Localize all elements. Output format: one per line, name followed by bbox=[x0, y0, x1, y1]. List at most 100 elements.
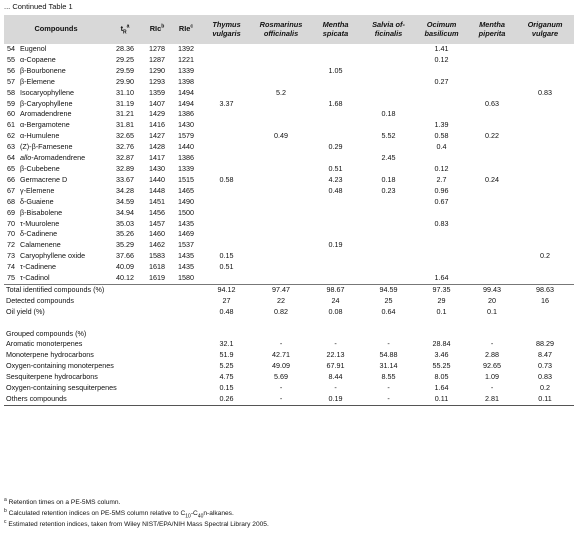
species-value bbox=[468, 109, 516, 120]
species-value: 0.63 bbox=[485, 98, 500, 108]
header-retention-time: tRa bbox=[108, 15, 143, 44]
species-value bbox=[468, 55, 516, 66]
compound-number: 72 bbox=[7, 240, 15, 250]
summary-label: Detected compounds bbox=[6, 295, 74, 305]
header-tr-label: t bbox=[120, 24, 124, 34]
species-value bbox=[200, 131, 253, 142]
species-value: 0.2 bbox=[540, 251, 551, 261]
table-row: 54 Eugenol 28.36 1278 1392 1.41 bbox=[4, 44, 574, 55]
ric-value: 1278 bbox=[149, 44, 166, 53]
species-value bbox=[200, 120, 253, 131]
species-value bbox=[415, 240, 468, 251]
species-value: 0.23 bbox=[381, 185, 396, 195]
compound-name: Aromadendrene bbox=[20, 109, 72, 119]
species-value: 5.2 bbox=[276, 87, 287, 97]
species-value bbox=[362, 120, 415, 131]
summary-value: 0.82 bbox=[274, 306, 289, 316]
compound-name: Germacrene D bbox=[20, 174, 68, 184]
compound-name: γ-Elemene bbox=[20, 185, 55, 195]
summary-row: Detected compounds 27 22 24 25 29 20 16 bbox=[4, 296, 574, 307]
species-value: 0.48 bbox=[328, 185, 343, 195]
spacer-cell bbox=[4, 318, 574, 329]
species-value bbox=[362, 99, 415, 110]
rie-value: 1398 bbox=[178, 76, 195, 86]
header-rie: RIec bbox=[172, 15, 201, 44]
compound-number: 57 bbox=[7, 76, 15, 86]
species-name: Mentha piperita bbox=[478, 20, 506, 38]
footnote-b-post: n-alkanes. bbox=[203, 510, 234, 517]
compound-name-rest: -Aromadendrene bbox=[31, 153, 86, 163]
header-species-0: Thymus vulgaris bbox=[200, 15, 254, 44]
species-value bbox=[200, 273, 253, 284]
species-value bbox=[309, 120, 362, 131]
species-name: Rosmarinus officinalis bbox=[259, 20, 303, 38]
species-value bbox=[200, 55, 253, 66]
grouped-value: 8.44 bbox=[328, 372, 343, 382]
grouped-value: 0.26 bbox=[200, 393, 254, 406]
grouped-value: 8.47 bbox=[538, 350, 553, 360]
ric-value: 1287 bbox=[149, 54, 166, 64]
table-row: 60 Aromadendrene 31.21 1429 1386 0.18 bbox=[4, 109, 574, 120]
compound-name: α-Bergamotene bbox=[20, 120, 70, 130]
compound-number: 73 bbox=[7, 251, 15, 261]
grouped-value: 22.13 bbox=[326, 350, 345, 360]
species-value bbox=[516, 197, 574, 208]
compounds-table: Compounds tRa RIcb RIec Thymus vulgaris … bbox=[4, 15, 575, 406]
compound-name: Caryophyllene oxide bbox=[20, 251, 86, 261]
species-value bbox=[516, 219, 574, 230]
grouped-value: 0.11 bbox=[516, 393, 575, 406]
species-value bbox=[468, 120, 516, 131]
grouped-row: Oxygen-containing monoterpenes 5.25 49.09 6… bbox=[4, 361, 574, 372]
grouped-value: 51.9 bbox=[219, 350, 234, 360]
retention-time: 29.90 bbox=[116, 76, 135, 86]
rie-value: 1430 bbox=[178, 120, 195, 130]
ric-value: 1407 bbox=[149, 98, 166, 108]
retention-time: 28.36 bbox=[116, 44, 135, 53]
compound-number: 56 bbox=[7, 65, 15, 75]
table-row: 55 α-Copaene 29.25 1287 1221 0.12 bbox=[4, 55, 574, 66]
retention-time: 32.89 bbox=[116, 163, 135, 173]
species-value bbox=[200, 142, 253, 153]
species-value: 0.19 bbox=[328, 240, 343, 250]
table-row: 68 δ-Guaiene 34.59 1451 1490 0.67 bbox=[4, 197, 574, 208]
species-value bbox=[516, 99, 574, 110]
species-name: Mentha spicata bbox=[322, 20, 349, 38]
species-value bbox=[362, 66, 415, 77]
footnote-b-text: Calculated retention indices on PE-5MS c… bbox=[8, 510, 186, 517]
rie-value: 1435 bbox=[178, 262, 195, 272]
species-value bbox=[516, 77, 574, 88]
retention-time: 35.26 bbox=[116, 229, 135, 239]
table-row: 59 β-Caryophyllene 31.19 1407 1494 3.37 1.68 0.… bbox=[4, 99, 574, 110]
species-value bbox=[516, 186, 574, 197]
species-value: 0.18 bbox=[381, 109, 396, 119]
ric-value: 1462 bbox=[149, 240, 166, 250]
species-value: 0.67 bbox=[434, 196, 449, 206]
species-value bbox=[200, 88, 253, 99]
species-value bbox=[200, 109, 253, 120]
summary-value: 22 bbox=[277, 295, 286, 305]
species-value bbox=[200, 208, 253, 219]
header-tr-sub: R bbox=[123, 29, 127, 36]
species-value bbox=[516, 44, 574, 55]
summary-value: 94.12 bbox=[200, 283, 254, 296]
summary-value bbox=[516, 307, 574, 318]
compound-name: β-Bisabolene bbox=[20, 207, 63, 217]
header-compounds: Compounds bbox=[4, 15, 109, 44]
compound-name: τ-Cadinene bbox=[20, 262, 57, 272]
species-value bbox=[468, 153, 516, 164]
grouped-value: 42.71 bbox=[272, 350, 291, 360]
species-value bbox=[309, 197, 362, 208]
compound-number: 61 bbox=[7, 120, 15, 130]
species-value: 1.05 bbox=[328, 65, 343, 75]
compound-number: 65 bbox=[7, 163, 15, 173]
species-value bbox=[362, 262, 415, 273]
ric-value: 1456 bbox=[149, 207, 166, 217]
summary-value: 29 bbox=[437, 295, 446, 305]
summary-value: 97.47 bbox=[253, 283, 310, 296]
grouped-label: Others compounds bbox=[4, 393, 201, 406]
species-value: 5.52 bbox=[381, 131, 396, 141]
species-value bbox=[200, 186, 253, 197]
species-value: 0.83 bbox=[434, 218, 449, 228]
grouped-value: 0.83 bbox=[538, 372, 553, 382]
header-ric: RIcb bbox=[142, 15, 173, 44]
